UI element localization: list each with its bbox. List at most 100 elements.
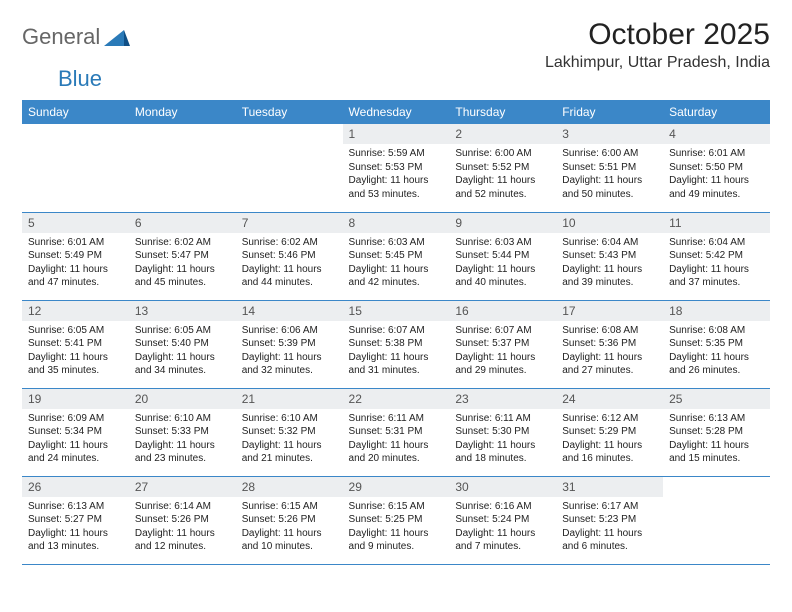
day-details: Sunrise: 6:13 AMSunset: 5:28 PMDaylight:…	[663, 409, 770, 470]
calendar-table: SundayMondayTuesdayWednesdayThursdayFrid…	[22, 100, 770, 565]
day-details: Sunrise: 6:14 AMSunset: 5:26 PMDaylight:…	[129, 497, 236, 558]
day-number: 25	[663, 389, 770, 409]
calendar-day-cell: 20Sunrise: 6:10 AMSunset: 5:33 PMDayligh…	[129, 388, 236, 476]
calendar-day-cell: 28Sunrise: 6:15 AMSunset: 5:26 PMDayligh…	[236, 476, 343, 564]
day-number: 19	[22, 389, 129, 409]
day-number: 17	[556, 301, 663, 321]
calendar-day-cell: 25Sunrise: 6:13 AMSunset: 5:28 PMDayligh…	[663, 388, 770, 476]
calendar-day-cell: 13Sunrise: 6:05 AMSunset: 5:40 PMDayligh…	[129, 300, 236, 388]
calendar-page: General October 2025 Lakhimpur, Uttar Pr…	[0, 0, 792, 575]
calendar-body: ......1Sunrise: 5:59 AMSunset: 5:53 PMDa…	[22, 124, 770, 564]
calendar-day-cell: ..	[663, 476, 770, 564]
calendar-day-cell: 2Sunrise: 6:00 AMSunset: 5:52 PMDaylight…	[449, 124, 556, 212]
calendar-day-cell: 22Sunrise: 6:11 AMSunset: 5:31 PMDayligh…	[343, 388, 450, 476]
calendar-day-cell: 31Sunrise: 6:17 AMSunset: 5:23 PMDayligh…	[556, 476, 663, 564]
day-number: 15	[343, 301, 450, 321]
calendar-day-cell: 26Sunrise: 6:13 AMSunset: 5:27 PMDayligh…	[22, 476, 129, 564]
day-details: Sunrise: 6:00 AMSunset: 5:52 PMDaylight:…	[449, 144, 556, 205]
day-number: 16	[449, 301, 556, 321]
day-details: Sunrise: 6:10 AMSunset: 5:33 PMDaylight:…	[129, 409, 236, 470]
day-number: 24	[556, 389, 663, 409]
day-number: 11	[663, 213, 770, 233]
calendar-day-cell: 18Sunrise: 6:08 AMSunset: 5:35 PMDayligh…	[663, 300, 770, 388]
calendar-day-cell: 23Sunrise: 6:11 AMSunset: 5:30 PMDayligh…	[449, 388, 556, 476]
day-details: Sunrise: 6:09 AMSunset: 5:34 PMDaylight:…	[22, 409, 129, 470]
day-details: Sunrise: 6:08 AMSunset: 5:35 PMDaylight:…	[663, 321, 770, 382]
day-number: 28	[236, 477, 343, 497]
day-details: Sunrise: 6:10 AMSunset: 5:32 PMDaylight:…	[236, 409, 343, 470]
day-number: 31	[556, 477, 663, 497]
day-number: 4	[663, 124, 770, 144]
day-details: Sunrise: 6:04 AMSunset: 5:42 PMDaylight:…	[663, 233, 770, 294]
calendar-day-cell: 14Sunrise: 6:06 AMSunset: 5:39 PMDayligh…	[236, 300, 343, 388]
calendar-week-row: 26Sunrise: 6:13 AMSunset: 5:27 PMDayligh…	[22, 476, 770, 564]
weekday-header: Thursday	[449, 100, 556, 124]
day-number: 22	[343, 389, 450, 409]
brand-logo: General	[22, 18, 132, 50]
brand-triangle-icon	[104, 28, 130, 46]
brand-text-general: General	[22, 24, 100, 50]
day-details: Sunrise: 6:11 AMSunset: 5:31 PMDaylight:…	[343, 409, 450, 470]
day-details: Sunrise: 6:00 AMSunset: 5:51 PMDaylight:…	[556, 144, 663, 205]
day-number: 5	[22, 213, 129, 233]
day-number: 18	[663, 301, 770, 321]
calendar-day-cell: 12Sunrise: 6:05 AMSunset: 5:41 PMDayligh…	[22, 300, 129, 388]
calendar-day-cell: 10Sunrise: 6:04 AMSunset: 5:43 PMDayligh…	[556, 212, 663, 300]
day-number: 27	[129, 477, 236, 497]
day-number: 10	[556, 213, 663, 233]
calendar-week-row: 19Sunrise: 6:09 AMSunset: 5:34 PMDayligh…	[22, 388, 770, 476]
day-details: Sunrise: 6:05 AMSunset: 5:40 PMDaylight:…	[129, 321, 236, 382]
calendar-day-cell: 27Sunrise: 6:14 AMSunset: 5:26 PMDayligh…	[129, 476, 236, 564]
day-details: Sunrise: 6:03 AMSunset: 5:44 PMDaylight:…	[449, 233, 556, 294]
day-details: Sunrise: 6:05 AMSunset: 5:41 PMDaylight:…	[22, 321, 129, 382]
day-number: 12	[22, 301, 129, 321]
calendar-day-cell: 16Sunrise: 6:07 AMSunset: 5:37 PMDayligh…	[449, 300, 556, 388]
calendar-day-cell: 21Sunrise: 6:10 AMSunset: 5:32 PMDayligh…	[236, 388, 343, 476]
day-number: 8	[343, 213, 450, 233]
weekday-header: Saturday	[663, 100, 770, 124]
calendar-day-cell: 11Sunrise: 6:04 AMSunset: 5:42 PMDayligh…	[663, 212, 770, 300]
day-details: Sunrise: 6:12 AMSunset: 5:29 PMDaylight:…	[556, 409, 663, 470]
weekday-header: Monday	[129, 100, 236, 124]
day-number: 29	[343, 477, 450, 497]
calendar-header-row: SundayMondayTuesdayWednesdayThursdayFrid…	[22, 100, 770, 124]
calendar-day-cell: 9Sunrise: 6:03 AMSunset: 5:44 PMDaylight…	[449, 212, 556, 300]
day-number: 14	[236, 301, 343, 321]
day-number: 21	[236, 389, 343, 409]
calendar-day-cell: 7Sunrise: 6:02 AMSunset: 5:46 PMDaylight…	[236, 212, 343, 300]
day-details: Sunrise: 6:15 AMSunset: 5:26 PMDaylight:…	[236, 497, 343, 558]
day-number: 26	[22, 477, 129, 497]
calendar-day-cell: 5Sunrise: 6:01 AMSunset: 5:49 PMDaylight…	[22, 212, 129, 300]
day-number: 6	[129, 213, 236, 233]
day-details: Sunrise: 6:02 AMSunset: 5:46 PMDaylight:…	[236, 233, 343, 294]
month-title: October 2025	[545, 18, 770, 52]
day-details: Sunrise: 6:17 AMSunset: 5:23 PMDaylight:…	[556, 497, 663, 558]
day-number: 13	[129, 301, 236, 321]
calendar-week-row: 12Sunrise: 6:05 AMSunset: 5:41 PMDayligh…	[22, 300, 770, 388]
calendar-day-cell: 8Sunrise: 6:03 AMSunset: 5:45 PMDaylight…	[343, 212, 450, 300]
calendar-day-cell: ..	[22, 124, 129, 212]
day-details: Sunrise: 6:03 AMSunset: 5:45 PMDaylight:…	[343, 233, 450, 294]
day-details: Sunrise: 6:11 AMSunset: 5:30 PMDaylight:…	[449, 409, 556, 470]
calendar-day-cell: ..	[129, 124, 236, 212]
brand-text-blue: Blue	[58, 66, 102, 92]
day-details: Sunrise: 5:59 AMSunset: 5:53 PMDaylight:…	[343, 144, 450, 205]
title-block: October 2025 Lakhimpur, Uttar Pradesh, I…	[545, 18, 770, 72]
calendar-day-cell: 4Sunrise: 6:01 AMSunset: 5:50 PMDaylight…	[663, 124, 770, 212]
day-details: Sunrise: 6:04 AMSunset: 5:43 PMDaylight:…	[556, 233, 663, 294]
day-details: Sunrise: 6:13 AMSunset: 5:27 PMDaylight:…	[22, 497, 129, 558]
day-details: Sunrise: 6:02 AMSunset: 5:47 PMDaylight:…	[129, 233, 236, 294]
day-number: 2	[449, 124, 556, 144]
day-details: Sunrise: 6:01 AMSunset: 5:49 PMDaylight:…	[22, 233, 129, 294]
calendar-week-row: 5Sunrise: 6:01 AMSunset: 5:49 PMDaylight…	[22, 212, 770, 300]
calendar-day-cell: 19Sunrise: 6:09 AMSunset: 5:34 PMDayligh…	[22, 388, 129, 476]
calendar-day-cell: 6Sunrise: 6:02 AMSunset: 5:47 PMDaylight…	[129, 212, 236, 300]
calendar-day-cell: 24Sunrise: 6:12 AMSunset: 5:29 PMDayligh…	[556, 388, 663, 476]
day-details: Sunrise: 6:16 AMSunset: 5:24 PMDaylight:…	[449, 497, 556, 558]
calendar-day-cell: ..	[236, 124, 343, 212]
calendar-week-row: ......1Sunrise: 5:59 AMSunset: 5:53 PMDa…	[22, 124, 770, 212]
calendar-day-cell: 1Sunrise: 5:59 AMSunset: 5:53 PMDaylight…	[343, 124, 450, 212]
weekday-header: Tuesday	[236, 100, 343, 124]
day-details: Sunrise: 6:15 AMSunset: 5:25 PMDaylight:…	[343, 497, 450, 558]
day-details: Sunrise: 6:07 AMSunset: 5:37 PMDaylight:…	[449, 321, 556, 382]
